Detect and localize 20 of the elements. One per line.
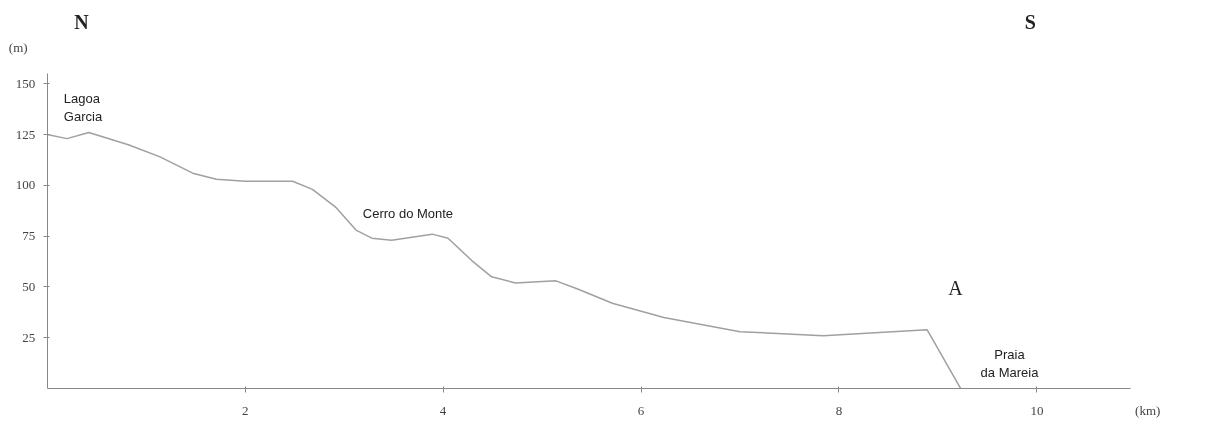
- text: N: [74, 10, 90, 33]
- line-series: [46, 131, 962, 390]
- y-tick-label: 25: [22, 329, 36, 345]
- y-tick-label: 150: [15, 75, 36, 91]
- annotation: Praia da Mareia: [980, 346, 1040, 380]
- y-tick-label: 125: [15, 126, 36, 142]
- annotation: Cerro do Monte: [362, 205, 454, 221]
- annotation: Lagoa Garcia: [63, 90, 103, 124]
- x-tick-label: 10: [1030, 402, 1044, 418]
- annotation: A: [948, 277, 964, 300]
- y-axis-title: (m): [8, 40, 28, 56]
- x-tick-label: 8: [835, 402, 843, 418]
- x-tick-label: 2: [241, 402, 249, 418]
- y-tick-label: 75: [22, 228, 36, 244]
- x-tick-label: 6: [637, 402, 645, 418]
- x-tick-label: 4: [439, 402, 447, 418]
- x-axis-title: (km): [1135, 402, 1161, 418]
- y-tick-label: 100: [15, 177, 36, 193]
- y-tick-label: 50: [22, 278, 36, 294]
- text: S: [1024, 10, 1036, 33]
